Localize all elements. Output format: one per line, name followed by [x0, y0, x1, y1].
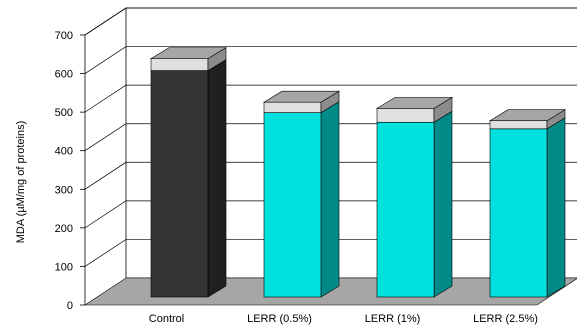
bar — [150, 70, 209, 298]
category-label: LERR (0.5%) — [247, 313, 312, 325]
category-label: LERR (1%) — [365, 313, 421, 325]
bar-side — [546, 117, 566, 298]
bar-group — [488, 109, 567, 298]
bar-side — [207, 59, 227, 298]
error-segment-top — [149, 47, 228, 59]
category-label: Control — [149, 313, 184, 325]
error-segment — [376, 108, 435, 123]
y-tick-label: 700 — [55, 30, 73, 42]
y-axis: 0 100 200 300 400 500 600 700 — [55, 30, 86, 312]
y-axis-title: MDA (µM/mg of proteins) — [15, 121, 27, 243]
x-axis: Control LERR (0.5%) LERR (1%) LERR (2.5%) — [149, 313, 538, 325]
bar-side — [320, 101, 340, 298]
y-tick-label: 500 — [55, 107, 73, 119]
bar-group — [262, 90, 341, 298]
bar-side — [433, 110, 453, 298]
y-tick-label: 0 — [67, 300, 73, 312]
bar — [376, 121, 435, 298]
gridline — [84, 7, 577, 36]
error-segment — [263, 101, 322, 113]
gridline — [84, 46, 577, 74]
category-label: LERR (2.5%) — [473, 313, 538, 325]
error-segment — [489, 120, 548, 130]
gridline — [84, 84, 577, 113]
error-segment — [150, 58, 209, 71]
bar-group — [375, 96, 454, 298]
y-tick-label: 300 — [55, 184, 73, 196]
error-segment-top — [375, 97, 454, 109]
error-segment-top — [262, 90, 341, 103]
bar-group — [149, 47, 228, 298]
bar — [489, 128, 548, 298]
error-segment-top — [488, 109, 567, 122]
bar — [263, 112, 322, 298]
y-tick-label: 200 — [55, 223, 73, 235]
y-tick-label: 100 — [55, 261, 73, 273]
bars — [149, 47, 567, 298]
y-tick-label: 400 — [55, 146, 73, 158]
y-tick-label: 600 — [55, 69, 73, 81]
